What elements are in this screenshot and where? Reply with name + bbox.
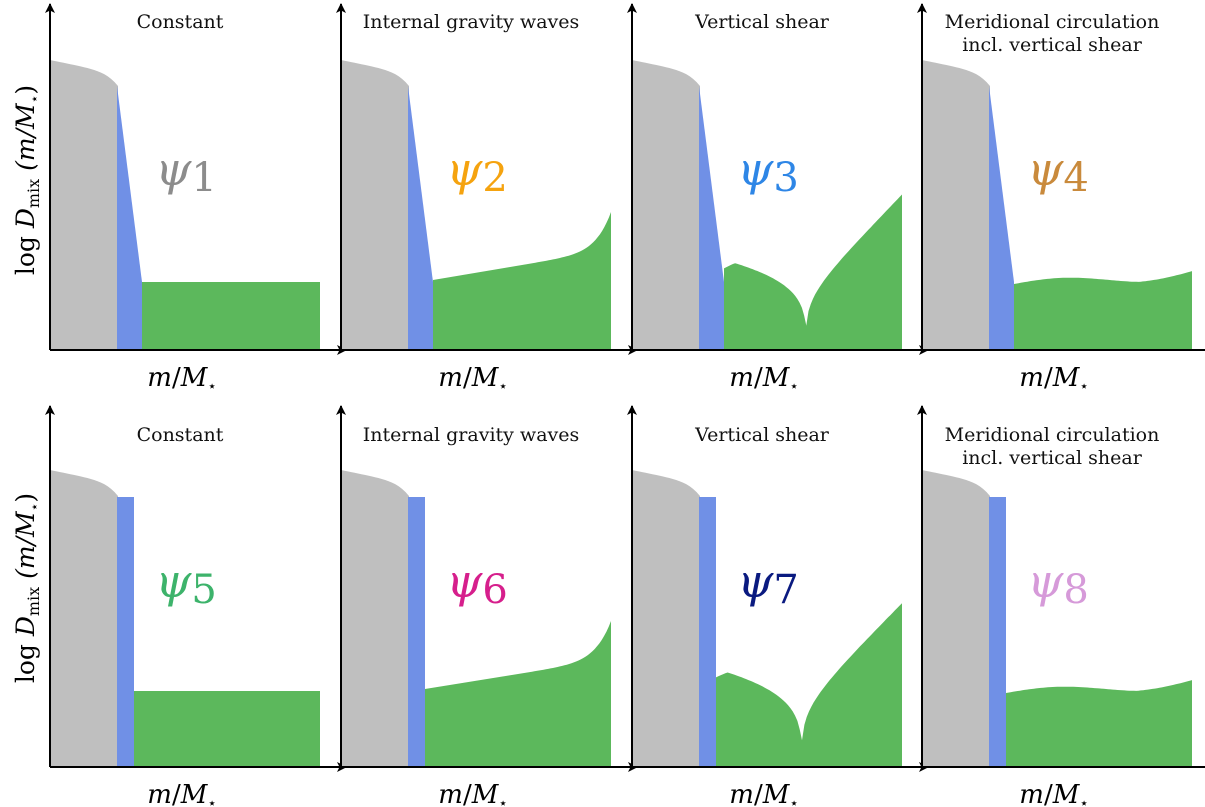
y-axis-label: log Dmix (m/M⋆) [11, 493, 43, 683]
psi-label: ψ6 [446, 554, 508, 613]
x-axis-label: m/M⋆ [729, 780, 798, 807]
envelope-region [134, 691, 320, 767]
envelope-region [425, 621, 611, 767]
panel-constant: Constant ψ5 m/M⋆ [45, 405, 347, 807]
core-region [341, 468, 409, 767]
x-axis-label: m/M⋆ [438, 780, 507, 807]
x-axis-label: m/M⋆ [438, 363, 507, 395]
psi-label: ψ4 [1027, 142, 1089, 201]
overshoot-region [408, 497, 425, 767]
psi-label: ψ5 [155, 554, 217, 613]
envelope-region [724, 194, 902, 350]
overshoot-region [408, 86, 433, 350]
psi-label: ψ7 [737, 554, 799, 613]
x-axis-label: m/M⋆ [729, 363, 798, 395]
x-axis-label: m/M⋆ [1019, 780, 1088, 807]
panel-title: Vertical shear [694, 424, 830, 446]
core-region [50, 468, 118, 767]
envelope-region [1014, 271, 1192, 350]
panel-title: Vertical shear [694, 11, 830, 33]
core-region [632, 468, 700, 767]
core-region [341, 58, 409, 350]
panel-title: Constant [137, 424, 224, 446]
x-axis-label: m/M⋆ [1019, 363, 1088, 395]
x-axis-label: m/M⋆ [147, 363, 216, 395]
psi-label: ψ2 [446, 142, 508, 201]
core-region [922, 468, 990, 767]
panel-title: Internal gravity waves [363, 11, 580, 33]
x-axis-label: m/M⋆ [147, 780, 216, 807]
overshoot-region [989, 497, 1006, 767]
panel-title: Meridional circulation [945, 11, 1160, 33]
panel-title: Constant [137, 11, 224, 33]
core-region [922, 58, 990, 350]
overshoot-region [117, 86, 142, 350]
panel-vertical-shear: Vertical shear ψ7 m/M⋆ [627, 405, 929, 807]
overshoot-region [699, 497, 716, 767]
core-region [50, 58, 118, 350]
envelope-region [142, 282, 320, 350]
overshoot-region [989, 86, 1014, 350]
core-region [632, 58, 700, 350]
panel-gravity-waves: Internal gravity waves ψ6 m/M⋆ [336, 405, 638, 807]
psi-label: ψ8 [1027, 554, 1089, 613]
overshoot-region [117, 497, 134, 767]
panel-vertical-shear: Vertical shear ψ3 m/M⋆ [627, 3, 929, 395]
envelope-region [1006, 680, 1192, 767]
panel-title: Meridional circulation [945, 424, 1160, 446]
psi-label: ψ1 [155, 142, 217, 201]
panel-gravity-waves: Internal gravity waves ψ2 m/M⋆ [336, 3, 638, 395]
psi-label: ψ3 [737, 142, 799, 201]
panel-title: incl. vertical shear [962, 447, 1143, 469]
panel-title: Internal gravity waves [363, 424, 580, 446]
envelope-region [433, 212, 611, 350]
panel-title: incl. vertical shear [962, 34, 1143, 56]
panel-constant: Constant ψ1 m/M⋆ [45, 3, 347, 395]
y-axis-label: log Dmix (m/M⋆) [11, 85, 43, 275]
envelope-region [716, 603, 902, 767]
overshoot-region [699, 86, 724, 350]
